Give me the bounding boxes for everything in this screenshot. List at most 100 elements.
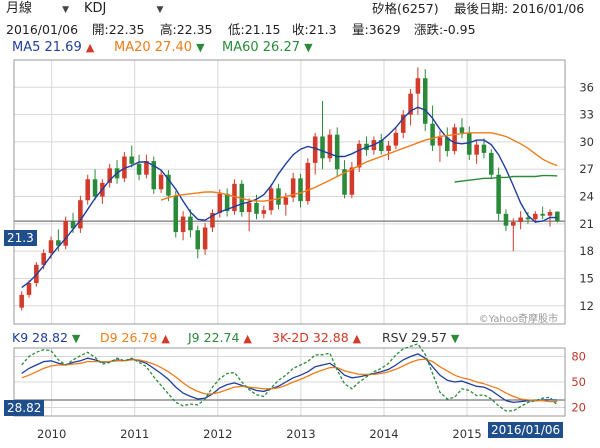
quote-date: 2016/01/06: [6, 22, 79, 37]
indicator-tick-label: 80: [571, 350, 586, 364]
period-label: 月線: [6, 1, 33, 16]
candle-body: [107, 168, 112, 183]
price-tick-label: 36: [579, 80, 594, 94]
candle-body: [444, 137, 450, 152]
last-date: 最後日期: 2016/01/06: [454, 1, 585, 16]
ma20-legend: MA20 27.40 ▼: [114, 40, 205, 55]
main-grid: [14, 60, 565, 324]
candle-body: [547, 212, 553, 216]
candle-body: [334, 134, 340, 170]
d9-legend: D9 26.79 ▲: [100, 330, 170, 345]
arrow-up-icon: ▲: [161, 332, 170, 345]
candle-body: [481, 144, 487, 153]
candle-body: [305, 162, 311, 202]
rsv-legend-label: RSV 29.57: [382, 330, 447, 345]
candle-body: [378, 140, 384, 152]
ma60-legend-label: MA60 26.27: [222, 40, 300, 55]
indicator-grid: [14, 348, 565, 416]
price-tick-label: 24: [579, 190, 594, 204]
k-value-tag: 28.82: [4, 400, 45, 416]
series-line-d9: [21, 358, 558, 403]
arrow-down-icon: ▼: [450, 332, 460, 345]
candle-body: [246, 202, 252, 213]
ma60-legend: MA60 26.27 ▼: [222, 40, 313, 55]
candle-body: [467, 132, 472, 155]
candle-body: [320, 136, 325, 159]
candle-body: [85, 179, 90, 201]
candle-body: [430, 123, 435, 146]
price-tick-label: 30: [579, 135, 594, 149]
time-tick-label: 2011: [120, 427, 149, 441]
candle-body: [408, 93, 413, 115]
candle-body: [327, 134, 333, 159]
candle-body: [400, 114, 406, 133]
candle-body: [151, 161, 157, 190]
price-tag: 21.3: [4, 230, 37, 246]
indicator-label: KDJ: [84, 1, 107, 16]
chevron-down-icon: ▼: [156, 5, 164, 15]
kdj-lines-layer: [21, 343, 558, 412]
candle-body: [78, 200, 83, 229]
candle-body: [261, 210, 267, 214]
indicator-tick-label: 20: [571, 401, 586, 415]
indicator-tick-label: 50: [571, 375, 586, 389]
price-axis: 12 15 18 21 24 27 30 33 36: [579, 80, 594, 312]
chevron-down-icon: ▼: [62, 5, 70, 15]
series-line-j9: [21, 343, 558, 412]
ma5-legend: MA5 21.69 ▲: [12, 40, 94, 55]
j9-legend: J9 22.74 ▲: [188, 330, 252, 345]
candle-body: [217, 193, 223, 213]
date-tag: 2016/01/06: [488, 422, 564, 438]
d9-legend-label: D9 26.79: [100, 330, 158, 345]
arrow-up-icon: ▲: [243, 332, 252, 345]
time-tick-label: 2012: [203, 427, 232, 441]
quote-change: 漲跌:-0.95: [414, 22, 476, 37]
candle-body: [496, 174, 501, 214]
ma-lines-layer: [21, 106, 558, 289]
3k2d-legend-label: 3K-2D 32.88: [272, 330, 349, 345]
j9-legend-label: J9 22.74: [188, 330, 240, 345]
candle-body: [452, 127, 457, 152]
candle-body: [70, 221, 76, 229]
candle-body: [283, 197, 289, 205]
ma20-legend-label: MA20 27.40: [114, 40, 192, 55]
time-tick-label: 2010: [37, 427, 66, 441]
candle-body: [202, 227, 208, 250]
quote-low: 低:21.15: [228, 22, 281, 37]
arrow-up-icon: ▲: [352, 332, 362, 345]
candle-body: [437, 137, 443, 146]
quote-volume: 量:3629: [352, 22, 401, 37]
time-tick-label: 2015: [452, 427, 481, 441]
3k2d-legend: 3K-2D 32.88 ▲: [272, 330, 361, 345]
price-tick-label: 18: [579, 244, 594, 258]
candle-body: [533, 213, 538, 220]
k9-legend: K9 28.82 ▼: [12, 330, 80, 345]
stock-name: 矽格(6257): [372, 1, 439, 16]
candle-body: [503, 213, 509, 226]
series-line-ma5: [21, 106, 558, 289]
indicator-select[interactable]: KDJ ▼: [84, 0, 163, 18]
candle-body: [393, 132, 399, 146]
price-tick-label: 21: [579, 217, 594, 231]
candle-body: [518, 217, 523, 223]
candle-body: [312, 136, 318, 163]
indicator-axis: 20 50 80: [571, 350, 586, 415]
candle-body: [63, 221, 68, 246]
candle-body: [511, 222, 516, 226]
candle-body: [386, 145, 391, 152]
candle-body: [180, 216, 186, 233]
arrow-down-icon: ▼: [304, 41, 313, 54]
time-tick-label: 2013: [286, 427, 315, 441]
candle-body: [136, 163, 142, 175]
price-tick-label: 12: [579, 299, 594, 313]
candle-body: [356, 143, 362, 168]
candle-body: [415, 78, 421, 94]
watermark: ©Yahoo奇摩股市: [479, 312, 558, 325]
series-line-ma60: [454, 174, 558, 183]
candle-body: [422, 78, 428, 124]
indicator-plot-frame: [13, 347, 566, 417]
k9-legend-label: K9 28.82: [12, 330, 68, 345]
period-select[interactable]: 月線 ▼: [6, 0, 69, 18]
series-line-ma20: [160, 132, 558, 202]
